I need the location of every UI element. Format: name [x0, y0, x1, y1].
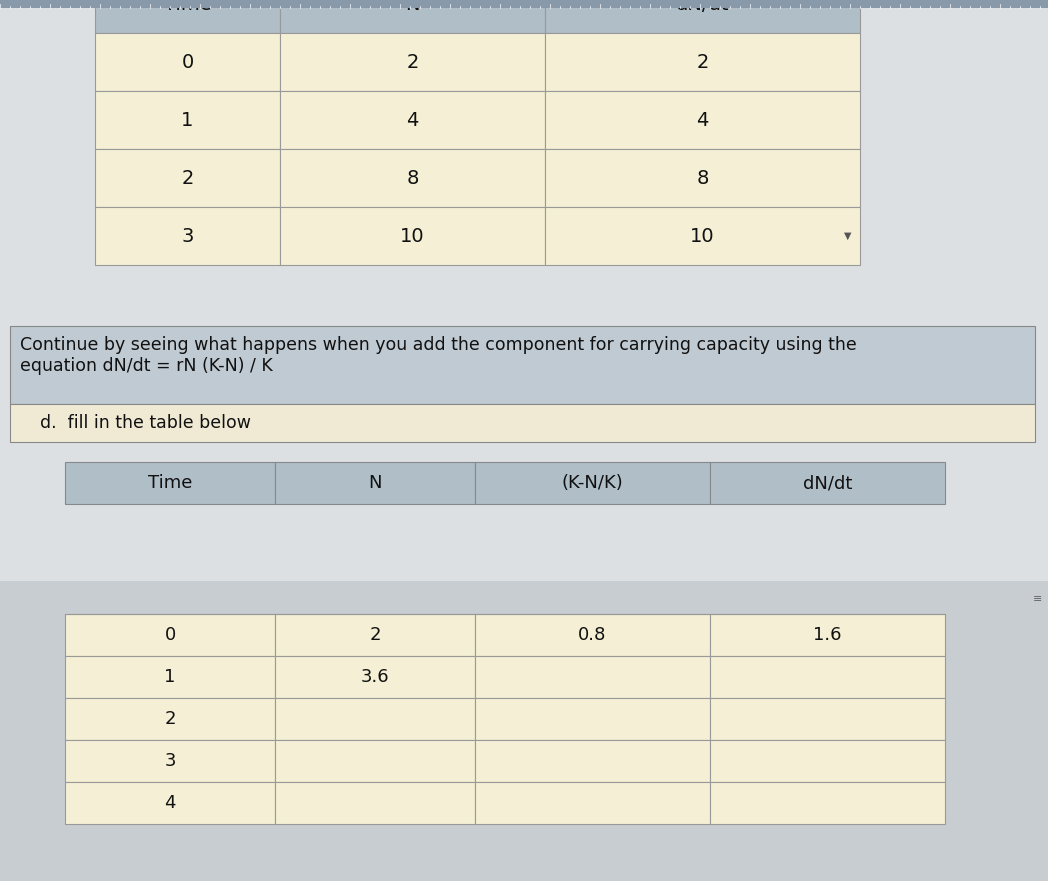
Text: 2: 2	[181, 168, 194, 188]
Text: 2: 2	[696, 53, 708, 71]
Text: Time: Time	[148, 474, 192, 492]
Bar	[280, 149, 545, 207]
Bar	[545, 207, 860, 265]
Text: d.  fill in the table below: d. fill in the table below	[40, 414, 252, 432]
Text: 4: 4	[165, 794, 176, 812]
Text: 8: 8	[407, 168, 419, 188]
Bar	[709, 740, 945, 782]
Bar	[545, 91, 860, 149]
Bar	[275, 698, 475, 740]
Text: 0: 0	[181, 53, 194, 71]
Text: 2: 2	[369, 626, 380, 644]
Bar	[95, 149, 280, 207]
Bar	[475, 614, 709, 656]
Bar	[545, 0, 860, 33]
Text: 3.6: 3.6	[361, 668, 389, 686]
Bar	[280, 33, 545, 91]
Bar	[475, 698, 709, 740]
Text: 3: 3	[165, 752, 176, 770]
Bar	[280, 91, 545, 149]
Bar	[65, 782, 275, 824]
Bar	[709, 462, 945, 504]
Text: 8: 8	[696, 168, 708, 188]
Bar	[709, 614, 945, 656]
Text: N: N	[406, 0, 420, 13]
Text: Time: Time	[163, 0, 212, 13]
Bar	[95, 33, 280, 91]
Text: 1: 1	[181, 110, 194, 130]
Text: 10: 10	[400, 226, 424, 246]
Text: ▼: ▼	[845, 231, 852, 241]
Text: (K-N/K): (K-N/K)	[562, 474, 624, 492]
Text: 10: 10	[691, 226, 715, 246]
Bar	[275, 656, 475, 698]
Text: 0.8: 0.8	[578, 626, 607, 644]
Text: 4: 4	[407, 110, 419, 130]
Bar	[65, 656, 275, 698]
Bar	[275, 740, 475, 782]
Text: N: N	[368, 474, 381, 492]
Text: dN/dt: dN/dt	[803, 474, 852, 492]
Bar	[65, 462, 275, 504]
Bar	[545, 149, 860, 207]
Bar	[10, 404, 1035, 442]
Bar	[475, 782, 709, 824]
Bar	[0, 0, 1048, 8]
Bar	[65, 698, 275, 740]
Bar	[10, 326, 1035, 404]
Text: 1: 1	[165, 668, 176, 686]
Bar	[95, 0, 280, 33]
Text: dN/dt: dN/dt	[676, 0, 729, 13]
Text: 0: 0	[165, 626, 176, 644]
Bar	[545, 33, 860, 91]
Bar	[65, 740, 275, 782]
Bar	[280, 207, 545, 265]
Text: 2: 2	[165, 710, 176, 728]
Text: ≡: ≡	[1033, 594, 1043, 604]
Bar	[95, 207, 280, 265]
Bar	[275, 462, 475, 504]
Text: 3: 3	[181, 226, 194, 246]
Bar	[65, 614, 275, 656]
Bar	[709, 782, 945, 824]
Text: 4: 4	[696, 110, 708, 130]
Bar	[95, 91, 280, 149]
Bar	[475, 656, 709, 698]
Bar	[475, 740, 709, 782]
Text: 1.6: 1.6	[813, 626, 842, 644]
Bar	[0, 0, 1048, 581]
Bar	[280, 0, 545, 33]
Text: 2: 2	[407, 53, 419, 71]
Bar	[709, 656, 945, 698]
Text: Continue by seeing what happens when you add the component for carrying capacity: Continue by seeing what happens when you…	[20, 336, 857, 374]
Bar	[275, 782, 475, 824]
Bar	[275, 614, 475, 656]
Bar	[709, 698, 945, 740]
Bar	[475, 462, 709, 504]
